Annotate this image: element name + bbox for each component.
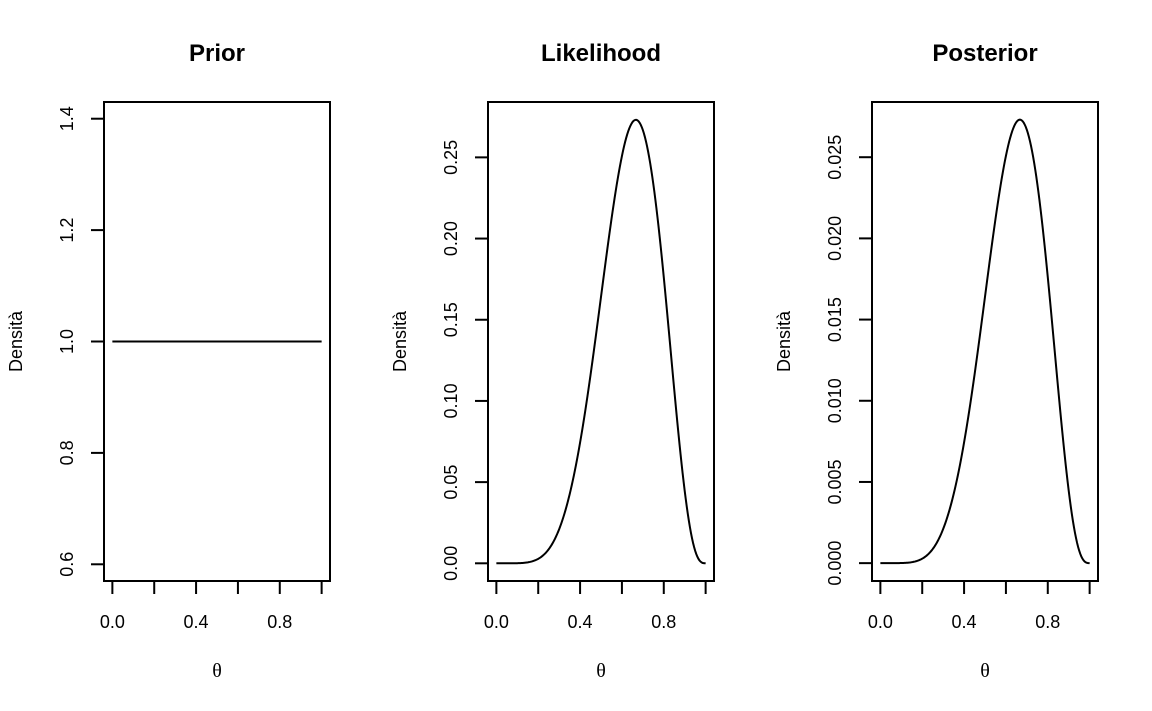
y-tick-label: 0.6 [57,552,77,577]
x-tick-label: 0.4 [952,612,977,632]
x-tick-label: 0.0 [100,612,125,632]
y-tick-label: 0.20 [441,221,461,256]
x-tick-label: 0.4 [568,612,593,632]
y-tick-label: 0.15 [441,302,461,337]
x-axis-label: θ [212,660,222,682]
x-axis-label: θ [596,660,606,682]
y-tick-label: 1.0 [57,329,77,354]
plot-frame [871,101,1099,582]
x-tick-label: 0.0 [868,612,893,632]
y-tick-label: 0.020 [825,216,845,261]
panel-title: Prior [189,40,245,67]
y-axis-label: Densità [390,310,410,372]
y-tick-label: 1.2 [57,218,77,243]
y-tick-label: 0.10 [441,383,461,418]
panel-0: Prior 0.0 0.4 0.8 0.6 0.8 1.0 1.2 1.4 θ Densità [6,40,331,682]
y-tick-label: 0.010 [825,378,845,423]
y-tick-label: 1.4 [57,106,77,131]
y-tick-label: 0.000 [825,541,845,586]
density-curve [880,118,1090,565]
y-tick-label: 0.025 [825,135,845,180]
y-axis-label: Densità [6,310,26,372]
y-tick-label: 0.8 [57,440,77,465]
x-tick-label: 0.8 [1035,612,1060,632]
x-tick-label: 0.8 [651,612,676,632]
y-tick-label: 0.05 [441,465,461,500]
y-tick-label: 0.015 [825,297,845,342]
y-tick-label: 0.25 [441,140,461,175]
panel-1: Likelihood 0.0 0.4 0.8 0.00 0.05 0.10 0.15 0.20 0… [390,40,715,682]
x-axis-label: θ [980,660,990,682]
x-tick-label: 0.4 [184,612,209,632]
panel-title: Posterior [932,40,1037,67]
panel-2: Posterior 0.0 0.4 0.8 0.000 0.005 0.010 0.015 0.… [774,40,1099,682]
plot-frame [487,101,715,582]
y-axis-label: Densità [774,310,794,372]
density-curve [496,118,706,565]
y-tick-label: 0.00 [441,546,461,581]
x-tick-label: 0.8 [267,612,292,632]
x-tick-label: 0.0 [484,612,509,632]
panel-title: Likelihood [541,40,661,67]
y-tick-label: 0.005 [825,459,845,504]
